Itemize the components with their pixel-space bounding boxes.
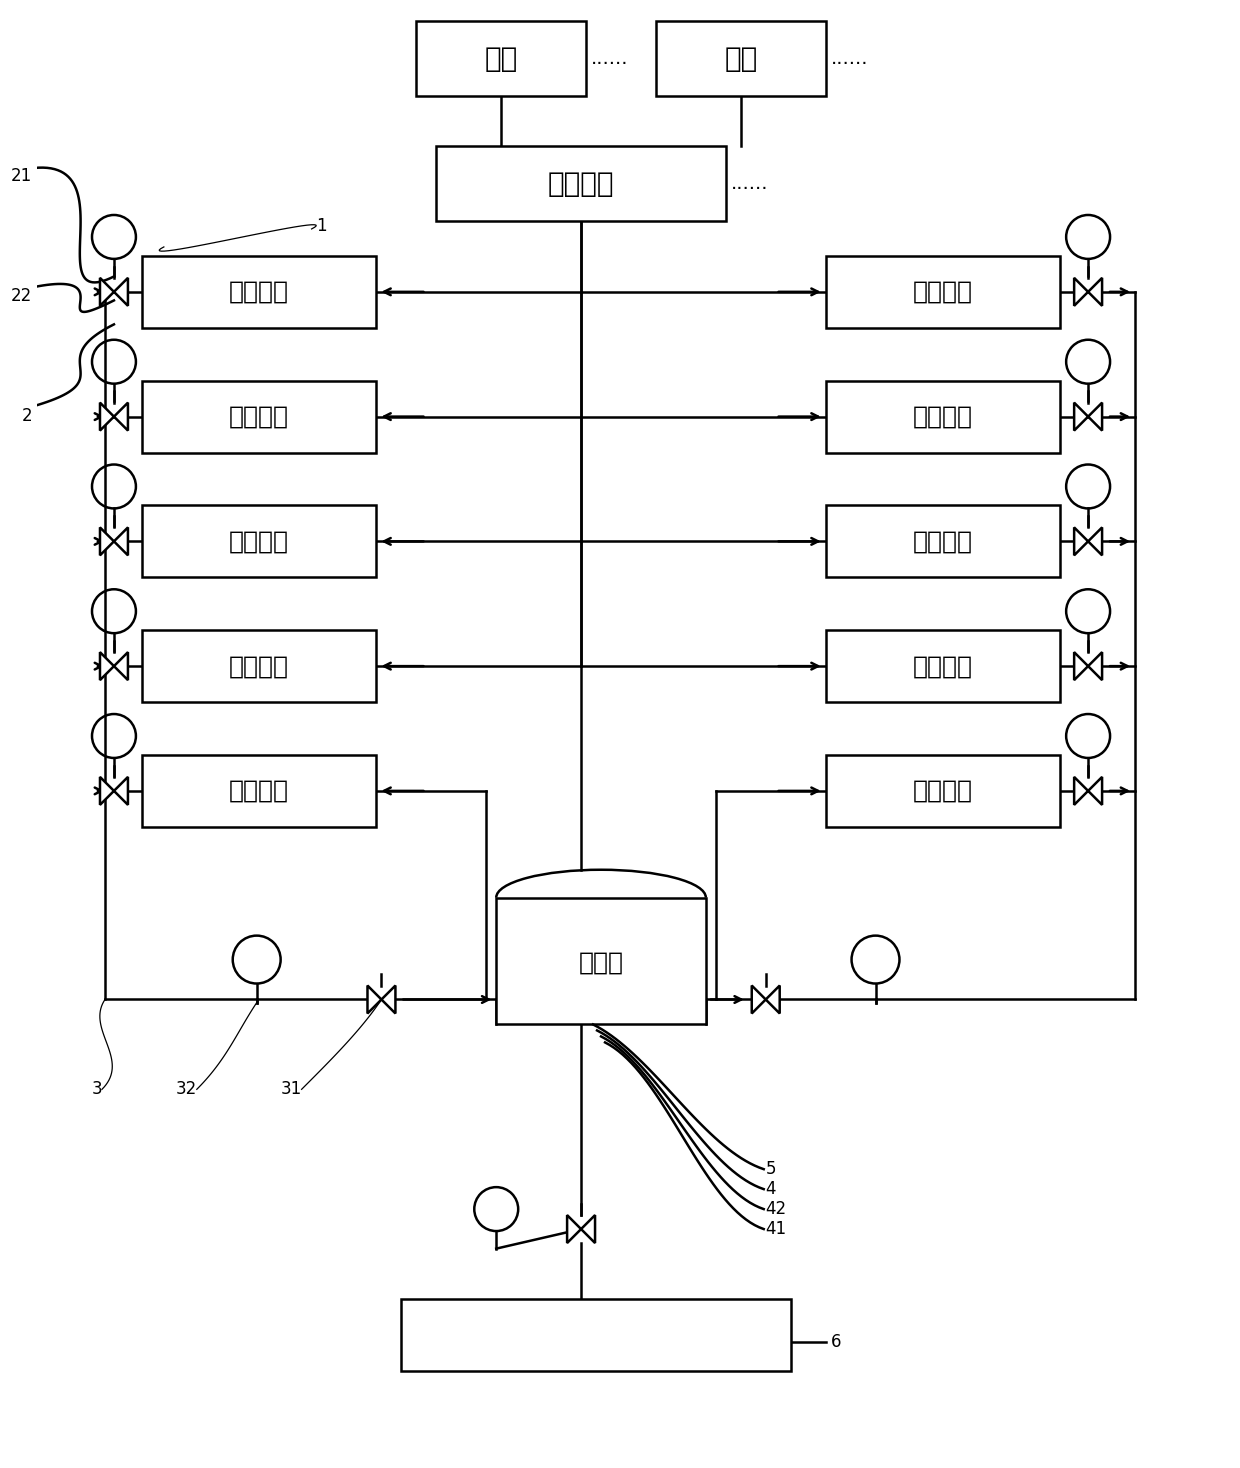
Polygon shape bbox=[1074, 777, 1089, 804]
Bar bbox=[141, 255, 377, 327]
Polygon shape bbox=[100, 777, 114, 804]
Text: 压裂装置: 压裂装置 bbox=[229, 280, 289, 304]
Bar bbox=[141, 380, 377, 452]
Polygon shape bbox=[766, 985, 780, 1013]
Text: 压裂装置: 压裂装置 bbox=[913, 655, 973, 678]
Bar bbox=[826, 505, 1060, 577]
Bar bbox=[826, 380, 1060, 452]
Bar bbox=[141, 755, 377, 826]
Polygon shape bbox=[100, 402, 114, 430]
Text: 压裂装置: 压裂装置 bbox=[229, 530, 289, 553]
Text: 32: 32 bbox=[176, 1080, 197, 1098]
Polygon shape bbox=[367, 985, 382, 1013]
Text: 压裂装置: 压裂装置 bbox=[229, 655, 289, 678]
Text: 压裂装置: 压裂装置 bbox=[229, 405, 289, 429]
Text: 31: 31 bbox=[280, 1080, 301, 1098]
Polygon shape bbox=[100, 527, 114, 555]
Text: 砂罐: 砂罐 bbox=[485, 46, 518, 73]
Bar bbox=[402, 1299, 791, 1371]
Polygon shape bbox=[114, 402, 128, 430]
Text: 压裂装置: 压裂装置 bbox=[913, 405, 973, 429]
Text: 液罐: 液罐 bbox=[724, 46, 758, 73]
Polygon shape bbox=[382, 985, 396, 1013]
Text: 压裂装置: 压裂装置 bbox=[913, 780, 973, 803]
Text: 缓冲罐: 缓冲罐 bbox=[579, 951, 624, 975]
Text: 混砂装置: 混砂装置 bbox=[548, 169, 614, 198]
Polygon shape bbox=[1074, 402, 1089, 430]
Text: 压裂装置: 压裂装置 bbox=[913, 530, 973, 553]
Bar bbox=[141, 505, 377, 577]
Text: 1: 1 bbox=[316, 217, 327, 235]
Text: 压裂装置: 压裂装置 bbox=[913, 280, 973, 304]
Polygon shape bbox=[582, 1216, 595, 1243]
Bar bbox=[436, 147, 725, 222]
Polygon shape bbox=[751, 985, 766, 1013]
Polygon shape bbox=[114, 277, 128, 305]
Polygon shape bbox=[1089, 402, 1102, 430]
Polygon shape bbox=[1074, 277, 1089, 305]
Polygon shape bbox=[567, 1216, 582, 1243]
Text: 4: 4 bbox=[766, 1180, 776, 1198]
Polygon shape bbox=[114, 652, 128, 680]
Text: 压裂装置: 压裂装置 bbox=[229, 780, 289, 803]
Bar bbox=[496, 897, 706, 1025]
Polygon shape bbox=[114, 527, 128, 555]
Text: 41: 41 bbox=[766, 1220, 787, 1238]
Text: 21: 21 bbox=[11, 167, 32, 185]
Polygon shape bbox=[1089, 652, 1102, 680]
Bar bbox=[826, 255, 1060, 327]
Text: ......: ...... bbox=[591, 50, 629, 69]
Polygon shape bbox=[100, 652, 114, 680]
Polygon shape bbox=[100, 277, 114, 305]
Bar bbox=[826, 755, 1060, 826]
Bar bbox=[417, 22, 587, 97]
Text: 2: 2 bbox=[21, 407, 32, 424]
Polygon shape bbox=[114, 777, 128, 804]
Polygon shape bbox=[1089, 777, 1102, 804]
Text: 3: 3 bbox=[92, 1080, 102, 1098]
Bar bbox=[826, 630, 1060, 702]
Text: 42: 42 bbox=[766, 1201, 787, 1218]
Text: 5: 5 bbox=[766, 1160, 776, 1179]
Bar bbox=[141, 630, 377, 702]
Polygon shape bbox=[1074, 527, 1089, 555]
Text: 22: 22 bbox=[11, 286, 32, 305]
Text: ......: ...... bbox=[730, 175, 769, 194]
Text: 6: 6 bbox=[831, 1333, 841, 1351]
Polygon shape bbox=[1089, 527, 1102, 555]
Polygon shape bbox=[1074, 652, 1089, 680]
Polygon shape bbox=[1089, 277, 1102, 305]
Text: ......: ...... bbox=[831, 50, 868, 69]
Bar bbox=[656, 22, 826, 97]
